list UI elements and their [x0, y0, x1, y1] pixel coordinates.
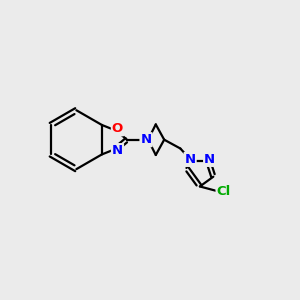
- Text: N: N: [140, 133, 152, 146]
- Text: N: N: [184, 153, 196, 166]
- Text: O: O: [112, 122, 123, 135]
- Text: N: N: [204, 153, 215, 166]
- Text: N: N: [112, 144, 123, 157]
- Text: Cl: Cl: [217, 185, 231, 198]
